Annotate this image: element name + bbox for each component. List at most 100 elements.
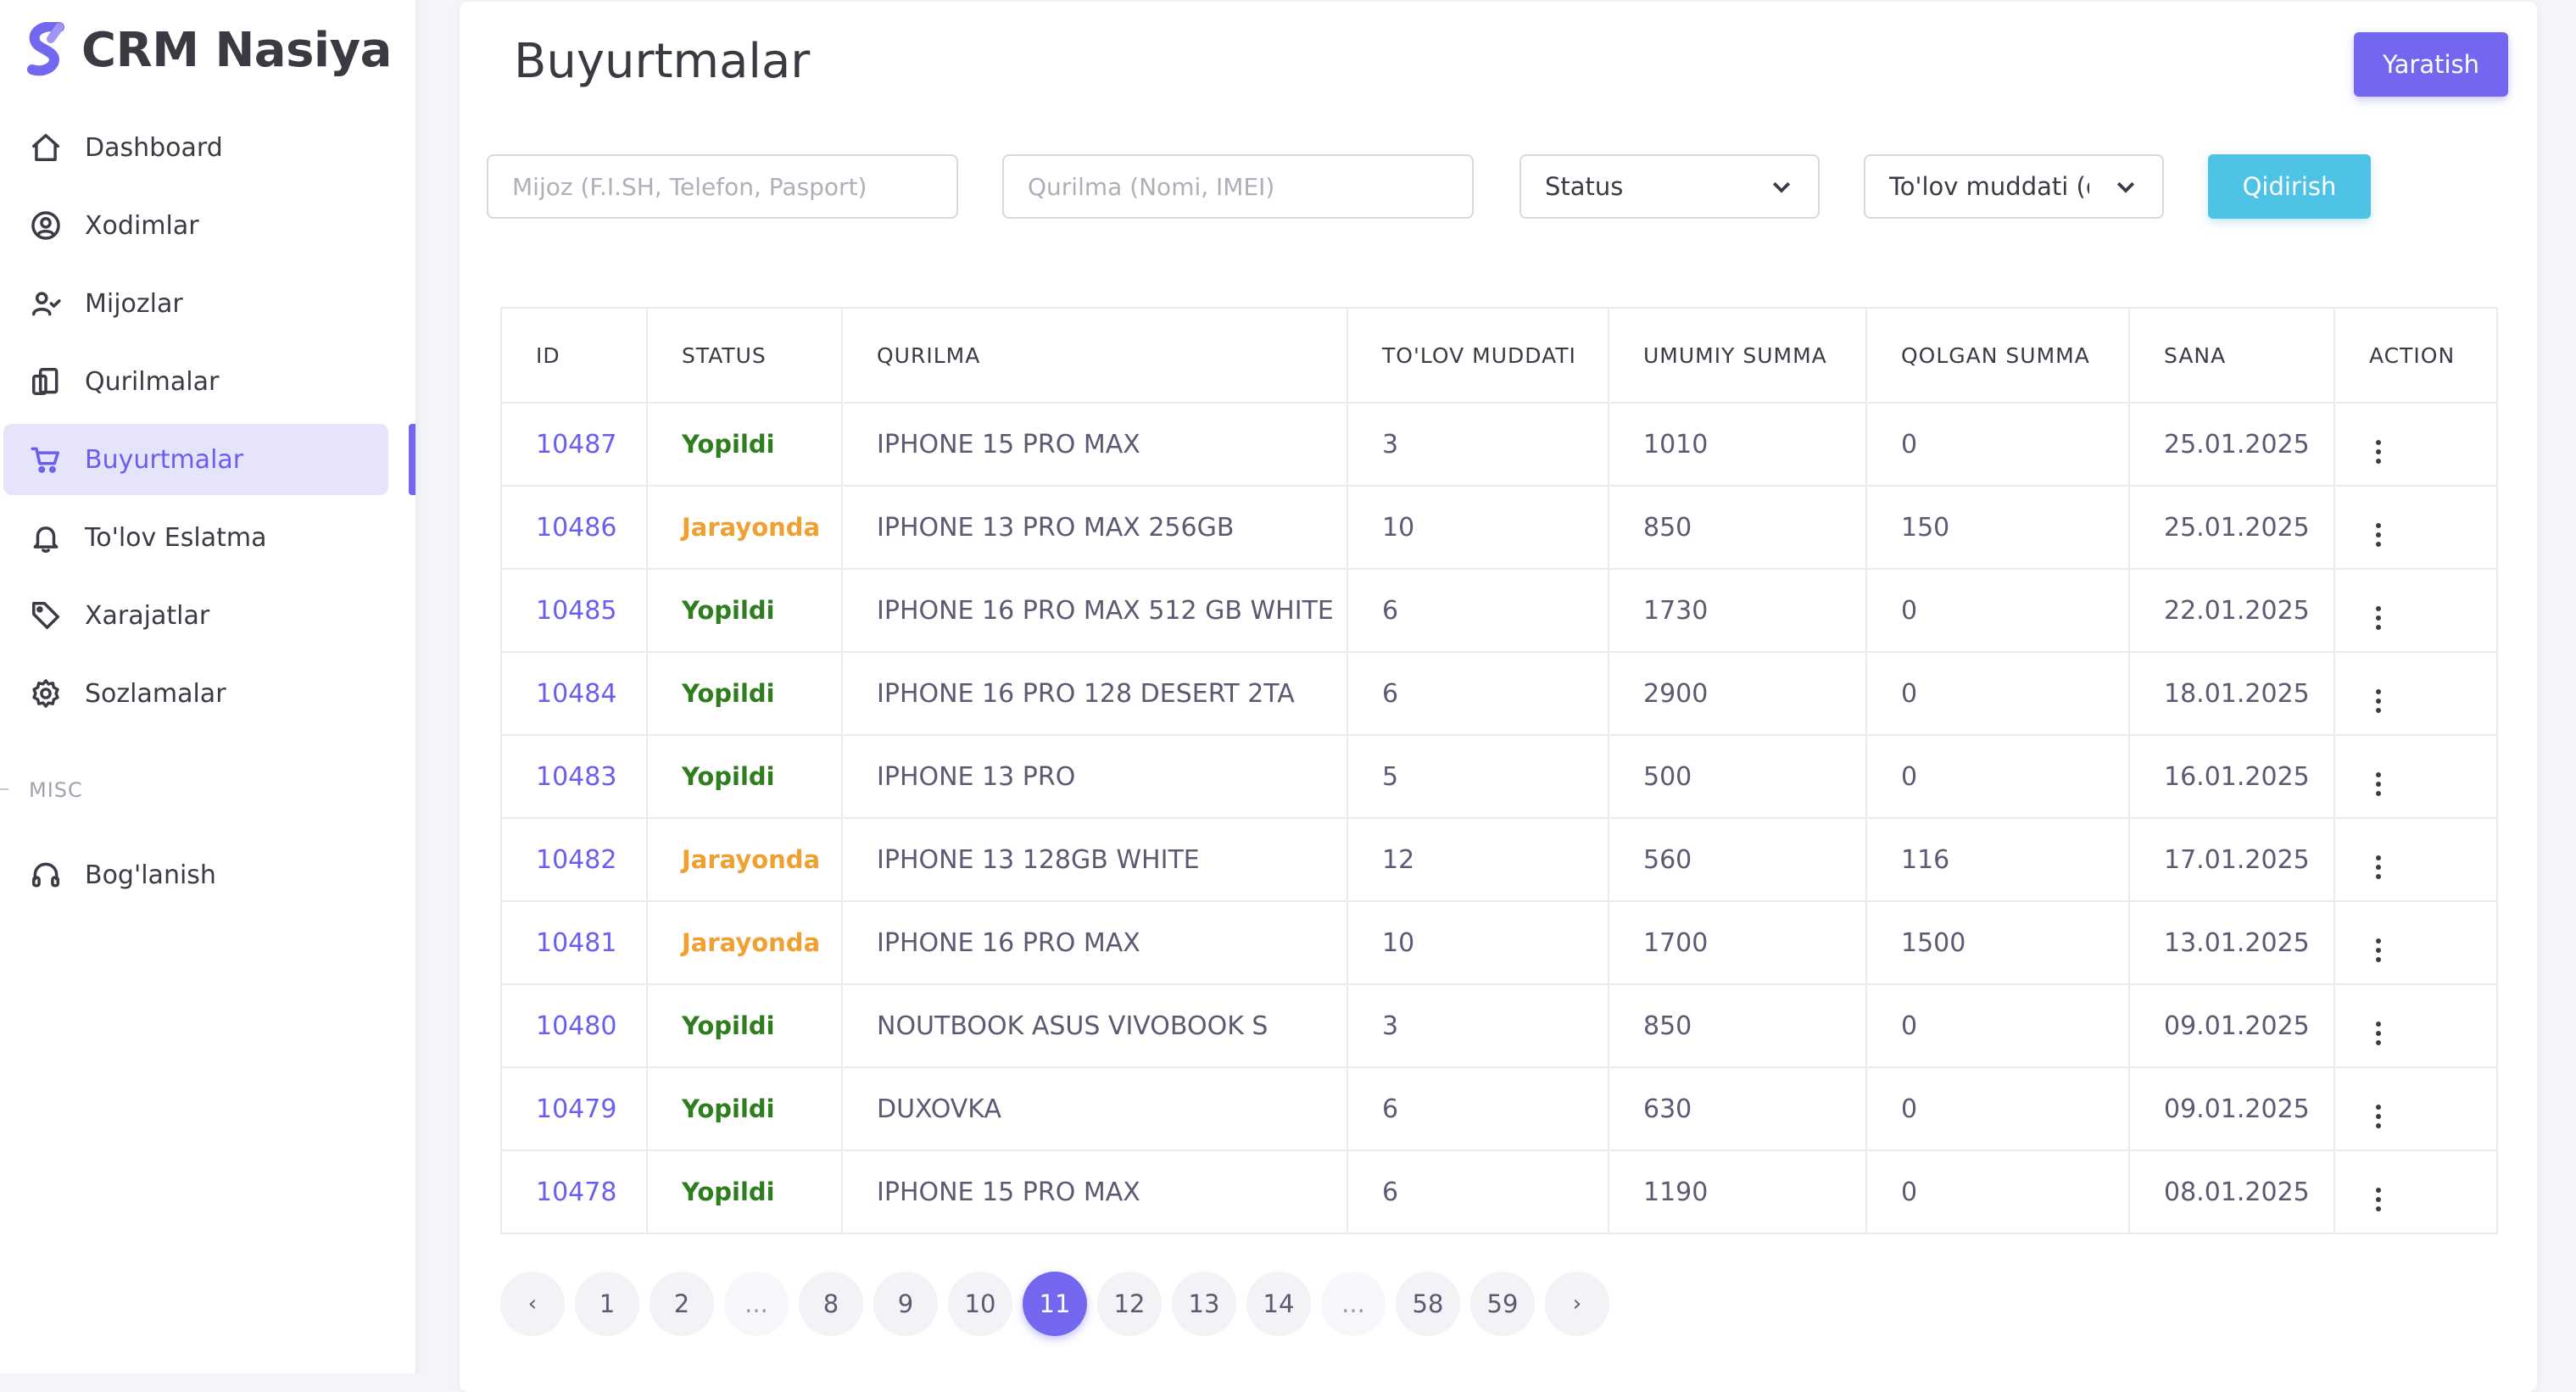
pagination-page-button[interactable]: 2 bbox=[650, 1272, 714, 1336]
sidebar-item-boglanish[interactable]: Bog'lanish bbox=[3, 839, 388, 910]
sidebar-item-mijozlar[interactable]: Mijozlar bbox=[3, 268, 388, 339]
order-id-link[interactable]: 10483 bbox=[536, 761, 617, 792]
pagination-page-button[interactable]: 13 bbox=[1172, 1272, 1236, 1336]
orders-card: Buyurtmalar Yaratish Status To'lov mudda… bbox=[460, 2, 2537, 1392]
pagination-page-button[interactable]: 10 bbox=[948, 1272, 1012, 1336]
order-id-link[interactable]: 10485 bbox=[536, 595, 617, 626]
cell-id: 10481 bbox=[500, 900, 648, 985]
create-button[interactable]: Yaratish bbox=[2354, 32, 2508, 97]
table-row: 10486 Jarayonda IPHONE 13 PRO MAX 256GB 10 8… bbox=[500, 485, 2498, 570]
table-row: 10483 Yopildi IPHONE 13 PRO 5 500 0 16.01.2025 bbox=[500, 734, 2498, 819]
pagination-page-button[interactable]: 58 bbox=[1396, 1272, 1460, 1336]
pagination-page-button[interactable]: 1 bbox=[575, 1272, 639, 1336]
search-button[interactable]: Qidirish bbox=[2208, 154, 2371, 219]
sidebar-item-sozlamalar[interactable]: Sozlamalar bbox=[3, 658, 388, 729]
column-header-date[interactable]: SANA bbox=[2128, 307, 2335, 404]
column-header-term[interactable]: TO'LOV MUDDATI bbox=[1347, 307, 1609, 404]
client-search-input[interactable] bbox=[487, 154, 958, 219]
order-id-link[interactable]: 10486 bbox=[536, 512, 617, 543]
table-header-row: ID STATUS QURILMA TO'LOV MUDDATI UMUMIY … bbox=[500, 307, 2498, 404]
pagination-page-button[interactable]: 12 bbox=[1097, 1272, 1162, 1336]
pagination-next-button[interactable]: › bbox=[1545, 1272, 1609, 1336]
more-vertical-icon[interactable] bbox=[2369, 686, 2388, 716]
cell-date: 16.01.2025 bbox=[2128, 734, 2335, 819]
cell-device: DUXOVKA bbox=[841, 1066, 1348, 1151]
sidebar-item-label: Xarajatlar bbox=[85, 600, 210, 631]
cell-status: Yopildi bbox=[646, 983, 843, 1068]
cell-device: IPHONE 16 PRO MAX bbox=[841, 900, 1348, 985]
order-id-link[interactable]: 10484 bbox=[536, 678, 617, 709]
more-vertical-icon[interactable] bbox=[2369, 1101, 2388, 1132]
cell-status: Yopildi bbox=[646, 1066, 843, 1151]
more-vertical-icon[interactable] bbox=[2369, 1018, 2388, 1049]
cell-term: 10 bbox=[1347, 900, 1609, 985]
order-id-link[interactable]: 10478 bbox=[536, 1177, 617, 1207]
cell-action bbox=[2333, 900, 2498, 985]
cell-term: 3 bbox=[1347, 402, 1609, 487]
user-check-icon bbox=[29, 287, 63, 320]
column-header-action: ACTION bbox=[2333, 307, 2498, 404]
cell-date: 09.01.2025 bbox=[2128, 983, 2335, 1068]
more-vertical-icon[interactable] bbox=[2369, 520, 2388, 550]
term-select-value: To'lov muddati (oy) bbox=[1889, 172, 2089, 201]
more-vertical-icon[interactable] bbox=[2369, 769, 2388, 799]
more-vertical-icon[interactable] bbox=[2369, 935, 2388, 966]
sidebar-item-xarajatlar[interactable]: Xarajatlar bbox=[3, 580, 388, 651]
cell-remaining: 0 bbox=[1865, 402, 2130, 487]
column-header-total[interactable]: UMUMIY SUMMA bbox=[1608, 307, 1867, 404]
cell-term: 5 bbox=[1347, 734, 1609, 819]
cell-total: 1190 bbox=[1608, 1150, 1867, 1234]
table-row: 10482 Jarayonda IPHONE 13 128GB WHITE 12 560… bbox=[500, 817, 2498, 902]
cell-date: 08.01.2025 bbox=[2128, 1150, 2335, 1234]
sidebar-item-dashboard[interactable]: Dashboard bbox=[3, 112, 388, 183]
cell-id: 10483 bbox=[500, 734, 648, 819]
cell-remaining: 0 bbox=[1865, 651, 2130, 736]
cell-id: 10479 bbox=[500, 1066, 648, 1151]
cell-status: Yopildi bbox=[646, 1150, 843, 1234]
order-id-link[interactable]: 10481 bbox=[536, 927, 617, 958]
cell-id: 10478 bbox=[500, 1150, 648, 1234]
sidebar-item-label: Bog'lanish bbox=[85, 860, 216, 890]
pagination-page-button[interactable]: 11 bbox=[1023, 1272, 1087, 1336]
pagination-page-button[interactable]: 8 bbox=[799, 1272, 863, 1336]
cell-status: Yopildi bbox=[646, 734, 843, 819]
status-select[interactable]: Status bbox=[1519, 154, 1820, 219]
sidebar-item-buyurtmalar[interactable]: Buyurtmalar bbox=[3, 424, 388, 495]
cell-total: 1730 bbox=[1608, 568, 1867, 653]
more-vertical-icon[interactable] bbox=[2369, 1184, 2388, 1215]
cell-date: 25.01.2025 bbox=[2128, 485, 2335, 570]
cell-date: 22.01.2025 bbox=[2128, 568, 2335, 653]
cell-remaining: 0 bbox=[1865, 568, 2130, 653]
bell-icon bbox=[29, 521, 63, 554]
brand[interactable]: CRM Nasiya bbox=[25, 22, 392, 78]
cell-action bbox=[2333, 402, 2498, 487]
order-id-link[interactable]: 10479 bbox=[536, 1094, 617, 1124]
more-vertical-icon[interactable] bbox=[2369, 437, 2388, 467]
pagination-prev-button[interactable]: ‹ bbox=[500, 1272, 565, 1336]
order-id-link[interactable]: 10480 bbox=[536, 1011, 617, 1041]
cell-remaining: 1500 bbox=[1865, 900, 2130, 985]
column-header-status[interactable]: STATUS bbox=[646, 307, 843, 404]
cell-total: 1700 bbox=[1608, 900, 1867, 985]
order-id-link[interactable]: 10487 bbox=[536, 429, 617, 459]
order-id-link[interactable]: 10482 bbox=[536, 844, 617, 875]
column-header-remaining[interactable]: QOLGAN SUMMA bbox=[1865, 307, 2130, 404]
sidebar-item-tolov-eslatma[interactable]: To'lov Eslatma bbox=[3, 502, 388, 573]
pagination-page-button[interactable]: 9 bbox=[873, 1272, 938, 1336]
more-vertical-icon[interactable] bbox=[2369, 603, 2388, 633]
term-select[interactable]: To'lov muddati (oy) bbox=[1864, 154, 2164, 219]
pagination-page-button[interactable]: 14 bbox=[1246, 1272, 1311, 1336]
pagination-page-button[interactable]: 59 bbox=[1470, 1272, 1535, 1336]
cell-remaining: 0 bbox=[1865, 734, 2130, 819]
device-search-input[interactable] bbox=[1002, 154, 1474, 219]
sidebar-item-xodimlar[interactable]: Xodimlar bbox=[3, 190, 388, 261]
column-header-id[interactable]: ID bbox=[500, 307, 648, 404]
cell-action bbox=[2333, 817, 2498, 902]
sidebar-item-qurilmalar[interactable]: Qurilmalar bbox=[3, 346, 388, 417]
tag-icon bbox=[29, 599, 63, 632]
pagination: ‹ 1 2... 8 9 10 11 12 13 14... 58 59 › bbox=[500, 1272, 1609, 1336]
column-header-device[interactable]: QURILMA bbox=[841, 307, 1348, 404]
cell-remaining: 0 bbox=[1865, 1066, 2130, 1151]
more-vertical-icon[interactable] bbox=[2369, 852, 2388, 883]
cell-remaining: 0 bbox=[1865, 983, 2130, 1068]
